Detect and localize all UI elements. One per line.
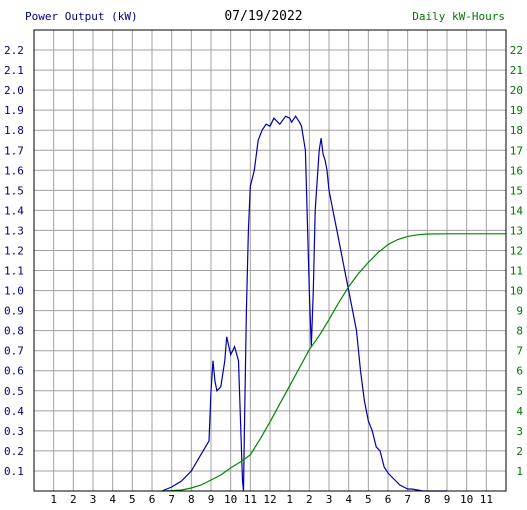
y-left-tick-label: 0.7 xyxy=(4,345,24,358)
x-tick-label: 8 xyxy=(188,493,195,506)
x-tick-label: 1 xyxy=(286,493,293,506)
y-right-tick-label: 14 xyxy=(510,204,524,217)
x-tick-label: 7 xyxy=(404,493,411,506)
x-tick-label: 8 xyxy=(424,493,431,506)
y-right-tick-label: 11 xyxy=(510,265,523,278)
x-tick-label: 12 xyxy=(263,493,276,506)
x-tick-label: 5 xyxy=(365,493,372,506)
y-left-tick-label: 1.3 xyxy=(4,224,24,237)
y-right-tick-label: 21 xyxy=(510,64,523,77)
y-left-tick-label: 1.2 xyxy=(4,244,24,257)
plot-frame xyxy=(33,29,507,492)
y-left-tick-label: 1.6 xyxy=(4,164,24,177)
y-right-tick-label: 18 xyxy=(510,124,523,137)
x-tick-label: 3 xyxy=(90,493,97,506)
y-left-tick-label: 1.5 xyxy=(4,184,24,197)
y-left-tick-label: 2.2 xyxy=(4,44,24,57)
y-left-tick-label: 1.4 xyxy=(4,204,24,217)
y-left-tick-label: 0.9 xyxy=(4,305,24,318)
x-tick-label: 4 xyxy=(109,493,116,506)
y-left-tick-label: 0.2 xyxy=(4,445,24,458)
y-right-tick-label: 9 xyxy=(516,305,523,318)
y-left-tick-label: 0.5 xyxy=(4,385,24,398)
x-tick-label: 3 xyxy=(326,493,333,506)
y-left-tick-label: 0.8 xyxy=(4,325,24,338)
y-left-tick-label: 1.8 xyxy=(4,124,24,137)
y-right-tick-label: 20 xyxy=(510,84,523,97)
y-right-tick-label: 5 xyxy=(516,385,523,398)
x-tick-label: 6 xyxy=(385,493,392,506)
x-tick-label: 4 xyxy=(345,493,352,506)
y-right-tick-label: 3 xyxy=(516,425,523,438)
y-right-tick-label: 7 xyxy=(516,345,523,358)
y-right-tick-label: 8 xyxy=(516,325,523,338)
y-left-tick-label: 0.1 xyxy=(4,465,24,478)
series-line-daily-kwh xyxy=(161,233,506,492)
y-left-tick-label: 1.1 xyxy=(4,265,24,278)
y-right-tick-label: 16 xyxy=(510,164,523,177)
y-right-tick-label: 2 xyxy=(516,445,523,458)
series-line-power-output xyxy=(161,115,447,492)
y-right-tick-label: 6 xyxy=(516,365,523,378)
y-right-tick-label: 17 xyxy=(510,144,523,157)
x-tick-label: 10 xyxy=(460,493,473,506)
left-axis-label: Power Output (kW) xyxy=(25,10,138,23)
y-right-tick-label: 19 xyxy=(510,104,523,117)
y-right-tick-label: 13 xyxy=(510,224,523,237)
y-right-tick-label: 15 xyxy=(510,184,523,197)
x-tick-label: 6 xyxy=(149,493,156,506)
y-left-tick-label: 1.0 xyxy=(4,285,24,298)
y-left-tick-label: 0.6 xyxy=(4,365,24,378)
chart-date: 07/19/2022 xyxy=(224,9,303,24)
x-tick-label: 9 xyxy=(208,493,215,506)
y-left-tick-label: 0.4 xyxy=(4,405,24,418)
x-tick-label: 11 xyxy=(244,493,257,506)
y-left-tick-label: 2.1 xyxy=(4,64,24,77)
y-left-tick-label: 1.9 xyxy=(4,104,24,117)
right-axis-label: Daily kW-Hours xyxy=(412,10,505,23)
y-left-tick-label: 2.0 xyxy=(4,84,24,97)
y-right-tick-label: 1 xyxy=(516,465,523,478)
x-tick-label: 2 xyxy=(306,493,313,506)
y-right-tick-label: 12 xyxy=(510,244,523,257)
x-tick-label: 10 xyxy=(224,493,237,506)
x-tick-label: 11 xyxy=(480,493,493,506)
y-right-tick-label: 10 xyxy=(510,285,523,298)
x-tick-label: 7 xyxy=(168,493,175,506)
x-tick-label: 5 xyxy=(129,493,136,506)
x-tick-label: 2 xyxy=(70,493,77,506)
y-right-tick-label: 4 xyxy=(516,405,523,418)
y-left-tick-label: 0.3 xyxy=(4,425,24,438)
y-left-tick-label: 1.7 xyxy=(4,144,24,157)
x-tick-label: 1 xyxy=(50,493,57,506)
x-tick-label: 9 xyxy=(444,493,451,506)
y-right-tick-label: 22 xyxy=(510,44,523,57)
